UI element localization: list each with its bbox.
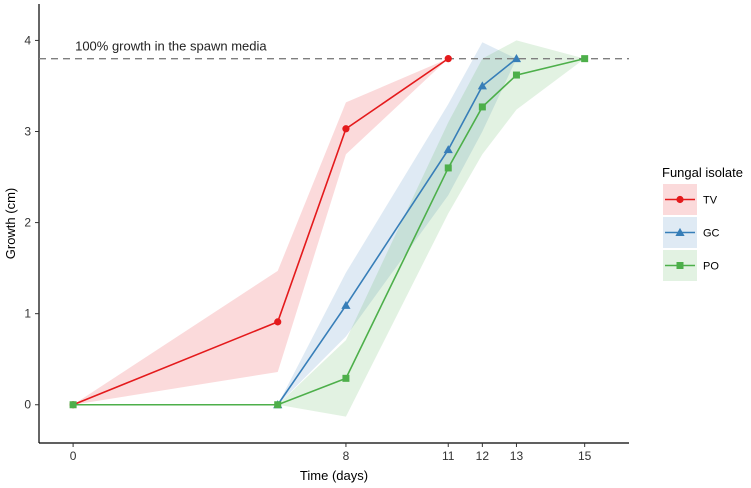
data-point-po: [444, 164, 452, 172]
x-tick-label: 15: [578, 449, 592, 463]
x-tick-label: 8: [343, 449, 350, 463]
data-point-po: [512, 71, 520, 79]
legend-key-triangle-icon: [675, 227, 685, 236]
data-point-tv: [342, 125, 350, 133]
legend-key-circle-icon: [676, 195, 684, 204]
x-tick-label: 11: [442, 449, 455, 463]
reference-annotation: 100% growth in the spawn media: [75, 39, 267, 54]
x-tick-label: 12: [476, 449, 490, 463]
y-tick-label: 4: [24, 33, 31, 47]
y-tick-label: 2: [24, 216, 31, 230]
legend-item-tv: TV: [663, 184, 718, 215]
data-point-po: [69, 401, 77, 409]
data-point-po: [581, 55, 589, 63]
data-point-po: [274, 401, 282, 409]
y-tick-label: 1: [24, 307, 31, 321]
data-point-tv: [274, 318, 282, 326]
y-axis-title: Growth (cm): [3, 188, 18, 260]
data-point-gc: [477, 81, 487, 90]
legend-label: PO: [703, 261, 719, 273]
legend-label: TV: [703, 195, 718, 207]
y-tick-label: 3: [24, 125, 31, 139]
y-tick-label: 0: [24, 398, 31, 412]
data-point-po: [478, 103, 486, 111]
ribbon-tv: [73, 58, 449, 405]
x-tick-label: 0: [70, 449, 77, 463]
data-point-tv: [444, 55, 452, 63]
data-point-gc: [443, 145, 453, 154]
legend-label: GC: [703, 228, 720, 240]
x-tick-label: 13: [510, 449, 524, 463]
data-point-po: [342, 374, 350, 382]
legend-item-gc: GC: [663, 217, 720, 248]
legend-key-square-icon: [676, 262, 684, 269]
legend: Fungal isolate TV GC PO: [662, 165, 743, 281]
legend-title: Fungal isolate: [662, 165, 743, 180]
data-point-gc: [341, 300, 351, 309]
x-axis-title: Time (days): [300, 468, 368, 483]
data-point-gc: [511, 54, 522, 63]
series-line-tv: [72, 57, 449, 406]
legend-item-po: PO: [663, 250, 719, 281]
